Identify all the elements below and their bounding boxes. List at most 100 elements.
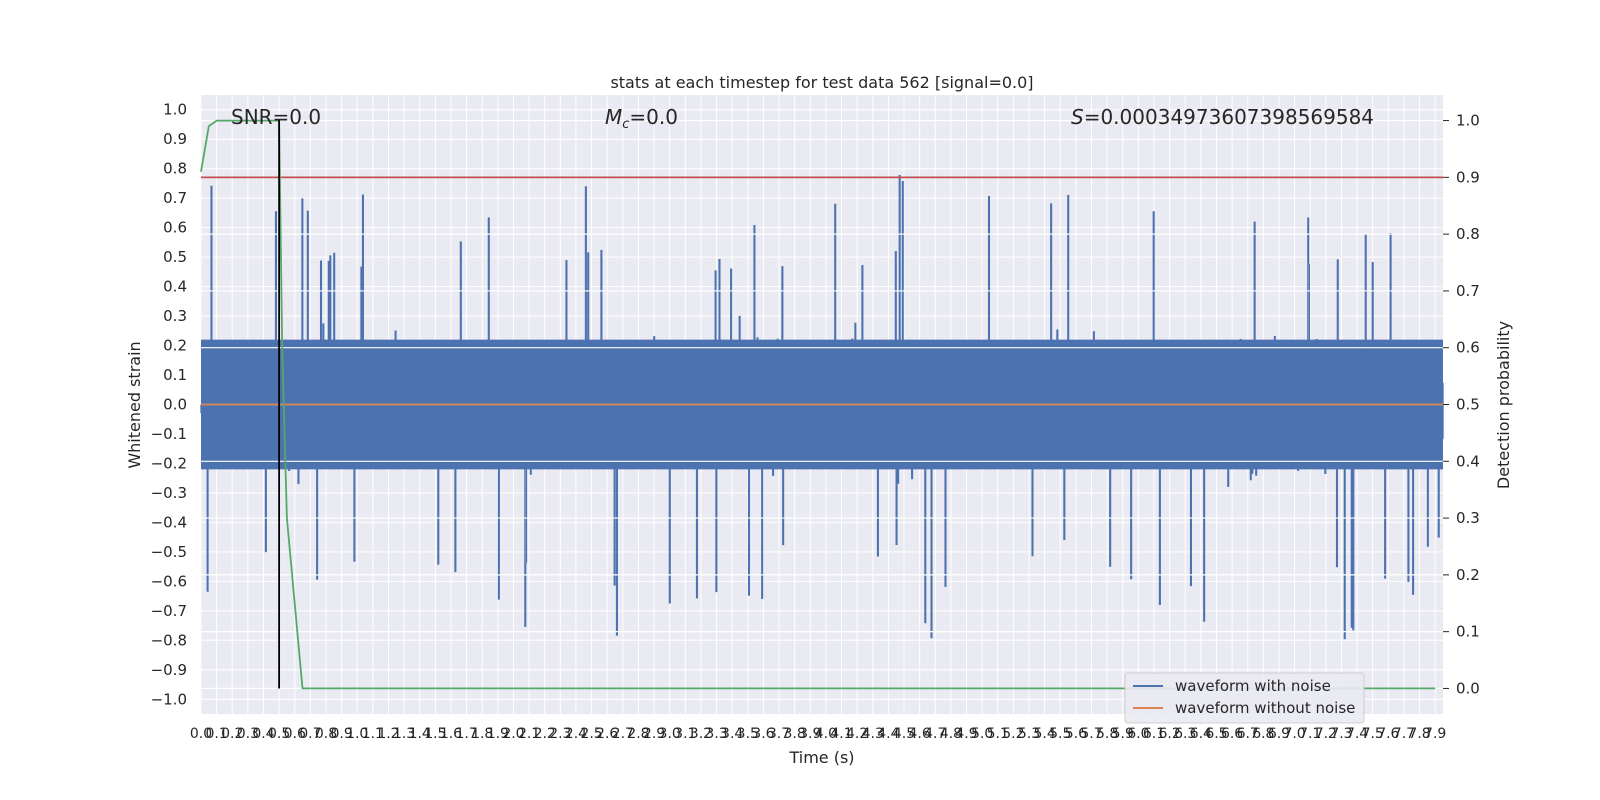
y-tick-label-left: 0.0 [163,396,187,414]
x-tick-label: 0.8 [315,726,337,742]
x-tick-label: 6.3 [1174,726,1196,742]
x-tick-label: 1.3 [393,726,415,742]
x-tick-label: 3.9 [799,726,821,742]
y-tick-label-left: 0.9 [163,130,187,148]
x-tick-label: 4.7 [924,726,946,742]
x-tick-label: 1.9 [487,726,509,742]
y-tick-label-left: −0.1 [151,425,187,443]
legend-box [1124,672,1365,724]
x-tick-label: 6.1 [1143,726,1165,742]
x-tick-label: 5.8 [1096,726,1118,742]
y-tick-label-left: −0.8 [151,631,187,649]
y-tick-label-right: 0.9 [1456,168,1480,186]
x-tick-label: 3.3 [705,726,727,742]
x-tick-label: 5.6 [1065,726,1087,742]
y-tick-label-left: 0.7 [163,189,187,207]
noise-trace [200,175,1444,640]
y-tick-label-left: 0.4 [163,278,187,296]
x-tick-label: 4.5 [893,726,915,742]
x-tick-label: 4.9 [955,726,977,742]
x-tick-label: 3.8 [784,726,806,742]
legend: waveform with noise waveform without noi… [1124,672,1365,724]
x-tick-label: 1.0 [346,726,368,742]
x-tick-label: 6.9 [1268,726,1290,742]
x-tick-label: 6.2 [1158,726,1180,742]
x-tick-label: 1.2 [377,726,399,742]
y-tick-label-left: −0.7 [151,602,187,620]
x-tick-label: 4.4 [877,726,899,742]
legend-label-clean: waveform without noise [1175,699,1355,717]
x-tick-label: 2.7 [612,726,634,742]
x-tick-label: 1.8 [471,726,493,742]
right-axis: 1.0 0.9 0.8 0.7 0.6 0.5 0.4 0.3 0.2 0.1 0.0 [1443,112,1480,697]
x-tick-label: 5.9 [1112,726,1134,742]
y-tick-label-left: 0.5 [163,248,187,266]
y-axis-label-left: Whitened strain [125,341,144,468]
y-tick-label-left: −0.5 [151,543,187,561]
x-tick-label: 0.0 [190,726,212,742]
x-tick-label: 3.7 [768,726,790,742]
x-tick-label: 0.4 [252,726,274,742]
x-tick-label: 0.7 [299,726,321,742]
y-tick-label-right: 0.5 [1456,396,1480,414]
x-tick-label: 3.4 [721,726,743,742]
y-tick-label-right: 0.3 [1456,509,1480,527]
y-tick-label-left: 1.0 [163,101,187,119]
x-tick-label: 7.3 [1330,726,1352,742]
x-tick-label: 7.6 [1377,726,1399,742]
x-tick-label: 4.6 [909,726,931,742]
snr-annotation: SNR=0.0 [231,105,321,129]
x-tick-label: 6.6 [1221,726,1243,742]
x-tick-label: 4.8 [940,726,962,742]
x-tick-label: 5.1 [987,726,1009,742]
y-tick-label-left: −1.0 [151,690,187,708]
x-tick-label: 5.5 [1049,726,1071,742]
x-tick-label: 0.2 [221,726,243,742]
x-tick-label: 6.7 [1237,726,1259,742]
legend-label-noise: waveform with noise [1175,677,1331,695]
x-tick-label: 7.9 [1424,726,1446,742]
x-tick-label: 2.2 [534,726,556,742]
s-annotation: S=0.00034973607398569584 [1071,105,1374,129]
y-tick-label-right: 0.7 [1456,282,1480,300]
x-axis-label: Time (s) [788,748,854,767]
x-tick-label: 0.3 [237,726,259,742]
x-tick-label: 2.9 [643,726,665,742]
x-tick-label: 7.1 [1299,726,1321,742]
x-tick-label: 1.6 [440,726,462,742]
x-tick-label: 5.2 [1002,726,1024,742]
x-tick-label: 7.7 [1393,726,1415,742]
x-tick-label: 1.5 [424,726,446,742]
y-tick-label-right: 0.0 [1456,679,1480,697]
x-tick-label: 0.9 [330,726,352,742]
x-tick-label: 3.2 [690,726,712,742]
x-tick-label: 5.7 [1080,726,1102,742]
y-tick-label-left: −0.3 [151,484,187,502]
y-tick-label-left: 0.1 [163,366,187,384]
y-tick-label-left: 0.6 [163,219,187,237]
y-tick-label-left: 0.8 [163,160,187,178]
x-tick-label: 4.3 [862,726,884,742]
x-tick-label: 4.0 [815,726,837,742]
series-detection-probability [200,119,1436,690]
x-tick-label: 2.4 [565,726,587,742]
x-tick-label: 1.7 [455,726,477,742]
x-tick-label: 1.4 [409,726,431,742]
x-tick-label: 6.4 [1190,726,1212,742]
x-tick-label: 1.1 [362,726,384,742]
x-tick-label: 4.2 [846,726,868,742]
chart-title: stats at each timestep for test data 562… [610,73,1033,92]
y-tick-label-left: −0.6 [151,572,187,590]
y-tick-label-left: −0.2 [151,454,187,472]
x-tick-label: 5.0 [971,726,993,742]
y-tick-label-right: 0.1 [1456,623,1480,641]
x-tick-label: 2.8 [627,726,649,742]
x-tick-label: 2.6 [596,726,618,742]
x-tick-label: 2.3 [549,726,571,742]
y-tick-label-left: −0.4 [151,513,187,531]
x-tick-label: 0.1 [205,726,227,742]
x-tick-label: 0.6 [284,726,306,742]
x-tick-label: 7.2 [1315,726,1337,742]
x-tick-label: 7.8 [1408,726,1430,742]
